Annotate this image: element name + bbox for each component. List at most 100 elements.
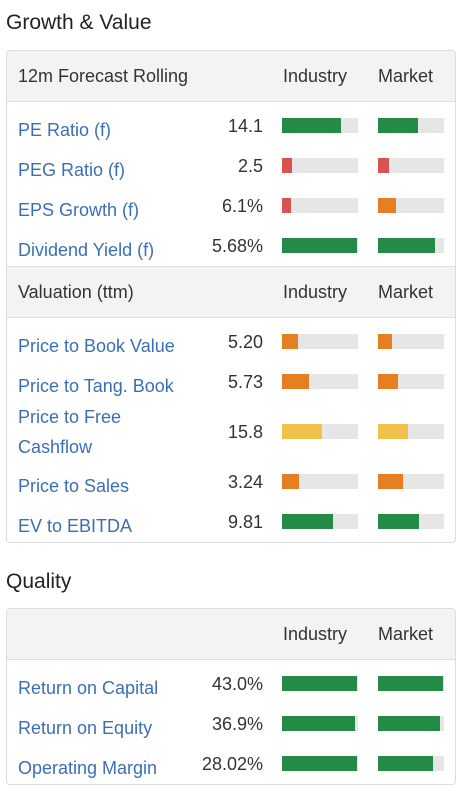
metric-value: 5.20 bbox=[227, 332, 263, 352]
metric-row-price-to-book-value: Price to Book Value 5.20 bbox=[7, 322, 455, 362]
metric-value: 5.73 bbox=[227, 372, 263, 392]
market-rank-bar-fill bbox=[378, 374, 398, 389]
industry-rank-bar bbox=[282, 716, 358, 731]
industry-rank-bar-fill bbox=[282, 756, 358, 771]
market-rank-bar-fill bbox=[378, 238, 435, 253]
market-rank-bar bbox=[378, 756, 444, 771]
industry-rank-bar bbox=[282, 676, 358, 691]
metric-link-eps-growth-f[interactable]: EPS Growth (f) bbox=[18, 200, 140, 220]
industry-rank-bar bbox=[282, 424, 358, 439]
metric-row-price-to-sales: Price to Sales 3.24 bbox=[7, 462, 455, 502]
market-rank-bar bbox=[378, 158, 444, 173]
industry-rank-bar-fill bbox=[282, 118, 342, 133]
market-rank-bar-fill bbox=[378, 676, 443, 691]
metric-row-price-to-tang-book: Price to Tang. Book 5.73 bbox=[7, 362, 455, 402]
metric-value: 3.24 bbox=[227, 472, 263, 492]
industry-rank-bar-fill bbox=[282, 374, 309, 389]
market-rank-bar-fill bbox=[378, 158, 389, 173]
metric-link-price-to-tang-book[interactable]: Price to Tang. Book bbox=[18, 376, 174, 396]
metric-value: 36.9% bbox=[211, 714, 263, 734]
metric-link-price-to-sales[interactable]: Price to Sales bbox=[18, 476, 130, 496]
industry-column-header: Industry bbox=[283, 66, 348, 86]
metric-link-price-to-book-value[interactable]: Price to Book Value bbox=[18, 336, 175, 356]
market-rank-bar-fill bbox=[378, 474, 404, 489]
metric-value: 9.81 bbox=[227, 512, 263, 532]
metric-row-return-on-equity: Return on Equity 36.9% bbox=[7, 704, 455, 744]
market-rank-bar-fill bbox=[378, 756, 433, 771]
industry-rank-bar-fill bbox=[282, 474, 299, 489]
metric-value: 14.1 bbox=[227, 116, 263, 136]
valuation-header-label: Valuation (ttm) bbox=[18, 282, 134, 302]
metric-value: 6.1% bbox=[221, 196, 263, 216]
metric-value: 5.68% bbox=[211, 236, 263, 256]
quality-rows: Return on Capital 43.0% Return on Equity 36… bbox=[7, 664, 455, 784]
industry-rank-bar-fill bbox=[282, 238, 358, 253]
metric-link-return-on-capital[interactable]: Return on Capital bbox=[18, 678, 159, 698]
industry-rank-bar-fill bbox=[282, 424, 323, 439]
industry-column-header: Industry bbox=[283, 624, 348, 644]
market-rank-bar bbox=[378, 238, 444, 253]
market-rank-bar-fill bbox=[378, 514, 419, 529]
industry-rank-bar bbox=[282, 514, 358, 529]
forecast-rows: PE Ratio (f) 14.1 PEG Ratio (f) 2.5 EPS Grow… bbox=[7, 106, 455, 266]
valuation-header: Valuation (ttm) Industry Market bbox=[7, 266, 455, 318]
industry-rank-bar bbox=[282, 756, 358, 771]
market-rank-bar bbox=[378, 198, 444, 213]
market-rank-bar-fill bbox=[378, 118, 418, 133]
industry-rank-bar-fill bbox=[282, 676, 358, 691]
industry-column-header: Industry bbox=[283, 282, 348, 302]
metric-link-operating-margin[interactable]: Operating Margin bbox=[18, 758, 158, 778]
market-rank-bar bbox=[378, 334, 444, 349]
metric-row-ev-to-ebitda: EV to EBITDA 9.81 bbox=[7, 502, 455, 542]
metric-row-pe-ratio-f: PE Ratio (f) 14.1 bbox=[7, 106, 455, 146]
section-title-growth-value: Growth & Value bbox=[6, 11, 152, 34]
industry-rank-bar bbox=[282, 334, 358, 349]
market-rank-bar-fill bbox=[378, 424, 408, 439]
industry-rank-bar bbox=[282, 158, 358, 173]
metric-row-price-to-free-cashflow: Price to Free Cashflow 15.8 bbox=[7, 402, 455, 462]
metric-row-return-on-capital: Return on Capital 43.0% bbox=[7, 664, 455, 704]
industry-rank-bar bbox=[282, 118, 358, 133]
market-rank-bar-fill bbox=[378, 334, 392, 349]
metric-value: 2.5 bbox=[237, 156, 263, 176]
metric-link-ev-to-ebitda[interactable]: EV to EBITDA bbox=[18, 516, 133, 536]
quality-card: Industry Market Return on Capital 43.0% Re… bbox=[6, 608, 456, 785]
valuation-rows: Price to Book Value 5.20 Price to Tang. Bo… bbox=[7, 322, 455, 542]
market-rank-bar bbox=[378, 374, 444, 389]
market-rank-bar-fill bbox=[378, 198, 396, 213]
industry-rank-bar bbox=[282, 238, 358, 253]
industry-rank-bar-fill bbox=[282, 514, 333, 529]
market-column-header: Market bbox=[378, 66, 434, 86]
market-rank-bar bbox=[378, 118, 444, 133]
market-rank-bar bbox=[378, 716, 444, 731]
industry-rank-bar bbox=[282, 374, 358, 389]
industry-rank-bar-fill bbox=[282, 158, 292, 173]
industry-rank-bar-fill bbox=[282, 334, 298, 349]
quality-header: Industry Market bbox=[7, 609, 455, 660]
growth-value-card: 12m Forecast Rolling Industry Market PE … bbox=[6, 50, 456, 543]
metric-value: 15.8 bbox=[227, 422, 263, 442]
metric-link-pe-ratio-f[interactable]: PE Ratio (f) bbox=[18, 120, 112, 140]
market-rank-bar bbox=[378, 424, 444, 439]
metric-link-return-on-equity[interactable]: Return on Equity bbox=[18, 718, 153, 738]
metric-link-dividend-yield-f[interactable]: Dividend Yield (f) bbox=[18, 240, 155, 260]
forecast-header-label: 12m Forecast Rolling bbox=[18, 66, 189, 86]
section-title-quality: Quality bbox=[6, 570, 72, 593]
metric-row-operating-margin: Operating Margin 28.02% bbox=[7, 744, 455, 784]
market-column-header: Market bbox=[378, 282, 434, 302]
metric-row-peg-ratio-f: PEG Ratio (f) 2.5 bbox=[7, 146, 455, 186]
metric-link-peg-ratio-f[interactable]: PEG Ratio (f) bbox=[18, 160, 126, 180]
industry-rank-bar-fill bbox=[282, 716, 355, 731]
market-rank-bar bbox=[378, 514, 444, 529]
industry-rank-bar bbox=[282, 474, 358, 489]
metric-value: 28.02% bbox=[201, 754, 263, 774]
market-rank-bar bbox=[378, 474, 444, 489]
metric-value: 43.0% bbox=[211, 674, 263, 694]
industry-rank-bar-fill bbox=[282, 198, 292, 213]
metric-link-price-to-free-cashflow[interactable]: Price to Free Cashflow bbox=[18, 407, 122, 457]
forecast-header: 12m Forecast Rolling Industry Market bbox=[7, 51, 455, 102]
market-rank-bar bbox=[378, 676, 444, 691]
industry-rank-bar bbox=[282, 198, 358, 213]
market-rank-bar-fill bbox=[378, 716, 441, 731]
metric-row-eps-growth-f: EPS Growth (f) 6.1% bbox=[7, 186, 455, 226]
